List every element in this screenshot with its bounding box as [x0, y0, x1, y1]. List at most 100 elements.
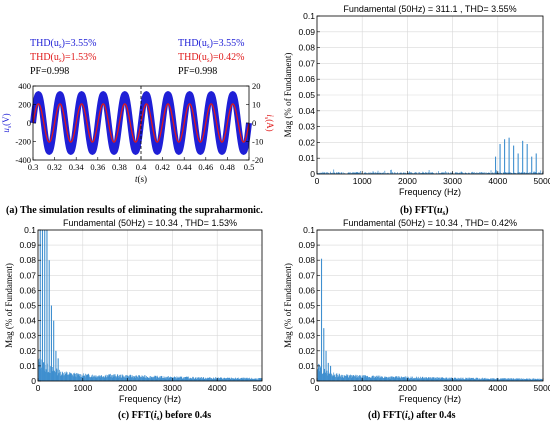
x-tick-label-a: 0.48 [220, 162, 235, 172]
fft-y-tick-label: 0.02 [298, 346, 315, 356]
thd-i-before: THD(us)=1.53% [30, 52, 96, 64]
yl-tick-label-a: 400 [18, 81, 31, 91]
yr-tick-label-a: -10 [252, 137, 263, 147]
fft-y-tick-label: 0.03 [298, 122, 315, 132]
fft-x-tick-label: 1000 [73, 383, 92, 393]
fft-x-tick-label: 2000 [398, 383, 417, 393]
fft-x-tick-label: 3000 [443, 383, 462, 393]
fft-y-tick-label: 0.09 [19, 240, 36, 250]
x-tick-label-a: 0.46 [198, 162, 213, 172]
fft-y-tick-label: 0.07 [298, 58, 315, 68]
yr-tick-label-a: 20 [252, 81, 261, 91]
fft-xlabel: Frequency (Hz) [119, 394, 181, 404]
yl-tick-label-a: -200 [15, 137, 31, 147]
fft-y-tick-label: 0.06 [298, 285, 315, 295]
fft-y-tick-label: 0.08 [298, 43, 315, 53]
yr-tick-label-a: 0 [252, 118, 256, 128]
fft-y-tick-label: 0.01 [298, 153, 315, 163]
panel-d-plot: 0 1000 2000 3000 4000 5000 0 0.01 0.02 0.03 0.04 0.… [283, 218, 550, 404]
fft-y-tick-label: 0.09 [298, 240, 315, 250]
fft-y-tick-label: 0.05 [298, 90, 315, 100]
pf-after: PF=0.998 [178, 66, 217, 77]
caption-b: (b) FFT(us) [400, 205, 449, 217]
pf-before: PF=0.998 [30, 66, 69, 77]
fft-x-tick-label: 4000 [488, 383, 507, 393]
thd-i-after: THD(us)=0.42% [178, 52, 244, 64]
fft-y-tick-label: 0 [310, 376, 315, 386]
fft-x-tick-label: 4000 [488, 176, 507, 186]
fft-x-tick-label: 0 [36, 383, 41, 393]
fft-xlabel: Frequency (Hz) [399, 394, 461, 404]
fft-x-tick-label: 2000 [398, 176, 417, 186]
fft-y-tick-label: 0.07 [298, 270, 315, 280]
fft-y-tick-label: 0.06 [19, 285, 36, 295]
fft-y-tick-label: 0.04 [298, 316, 315, 326]
fft-ylabel: Mag (% of Fundament) [283, 53, 293, 138]
fft-y-tick-label: 0.04 [298, 106, 315, 116]
fft-y-tick-label: 0.03 [19, 331, 36, 341]
fft-xlabel: Frequency (Hz) [399, 187, 461, 197]
fft-x-tick-label: 0 [315, 176, 320, 186]
fft-x-tick-label: 5000 [534, 383, 550, 393]
fft-x-tick-label: 1000 [353, 176, 372, 186]
x-tick-label-a: 0.3 [28, 162, 39, 172]
fft-ylabel: Mag (% of Fundament) [283, 263, 293, 348]
fft-x-tick-label: 1000 [353, 383, 372, 393]
fft-x-tick-label: 0 [315, 383, 320, 393]
fft-y-tick-label: 0.09 [298, 27, 315, 37]
x-tick-label-a: 0.42 [155, 162, 170, 172]
x-tick-label-a: 0.5 [244, 162, 255, 172]
caption-d: (d) FFT(is) after 0.4s [368, 410, 456, 422]
panel-a-annotations: THD(us)=3.55% THD(us)=1.53% PF=0.998 THD… [30, 38, 244, 77]
caption-c: (c) FFT(is) before 0.4s [118, 410, 211, 422]
ylabel-left-a: us(V) [1, 113, 13, 132]
fft-title: Fundamental (50Hz) = 10.34 , THD= 1.53% [63, 218, 237, 228]
thd-u-before: THD(us)=3.55% [30, 38, 96, 50]
yl-tick-label-a: 200 [18, 100, 31, 110]
yr-tick-label-a: 10 [252, 100, 261, 110]
fft-y-tick-label: 0.01 [19, 361, 36, 371]
fft-y-tick-label: 0.1 [24, 225, 36, 235]
fft-y-tick-label: 0.02 [19, 346, 36, 356]
fft-y-tick-label: 0.05 [19, 301, 36, 311]
xlabel-a: t(s) [135, 174, 147, 184]
fft-y-tick-label: 0.07 [19, 270, 36, 280]
thd-u-after: THD(us)=3.55% [178, 38, 244, 50]
panel-b-plot: 0 1000 2000 3000 4000 5000 0 0.01 0.02 0.03 0.04 0.… [283, 4, 550, 197]
yl-tick-label-a: -400 [15, 155, 31, 165]
fft-x-tick-label: 2000 [118, 383, 137, 393]
fft-y-tick-label: 0.1 [303, 225, 315, 235]
fft-y-tick-label: 0.02 [298, 137, 315, 147]
x-tick-label-a: 0.38 [112, 162, 127, 172]
ylabel-right-a: is(A) [263, 114, 275, 131]
fft-title: Fundamental (50Hz) = 311.1 , THD= 3.55% [343, 4, 516, 14]
fft-y-tick-label: 0.08 [19, 255, 36, 265]
x-tick-label-a: 0.34 [69, 162, 85, 172]
fft-y-tick-label: 0.1 [303, 11, 315, 21]
x-tick-label-a: 0.36 [90, 162, 105, 172]
fft-y-tick-label: 0.03 [298, 331, 315, 341]
fft-y-tick-label: 0.05 [298, 301, 315, 311]
panel-a-plot: 0.3 0.32 0.34 0.36 0.38 0.4 0.42 0.44 0.46 0.48 0.… [1, 81, 275, 184]
panel-c-plot: 0 1000 2000 3000 4000 5000 0 0.01 0.02 0.03 0.04 0.… [4, 218, 272, 404]
x-tick-label-a: 0.4 [136, 162, 147, 172]
fft-y-tick-label: 0.06 [298, 74, 315, 84]
x-tick-label-a: 0.32 [47, 162, 62, 172]
fft-x-tick-label: 3000 [443, 176, 462, 186]
fft-x-tick-label: 4000 [208, 383, 227, 393]
fft-title: Fundamental (50Hz) = 10.34 , THD= 0.42% [343, 218, 517, 228]
fft-ylabel: Mag (% of Fundament) [4, 263, 14, 348]
fft-y-tick-label: 0.08 [298, 255, 315, 265]
fft-x-tick-label: 3000 [163, 383, 182, 393]
yl-tick-label-a: 0 [27, 118, 31, 128]
yr-tick-label-a: -20 [252, 155, 263, 165]
fft-x-tick-label: 5000 [253, 383, 272, 393]
fft-x-tick-label: 5000 [534, 176, 550, 186]
fft-y-tick-label: 0.01 [298, 361, 315, 371]
fft-y-tick-label: 0 [31, 376, 36, 386]
x-tick-label-a: 0.44 [177, 162, 193, 172]
caption-a: (a) The simulation results of eliminatin… [6, 205, 263, 216]
fft-y-tick-label: 0.04 [19, 316, 36, 326]
fft-y-tick-label: 0 [310, 169, 315, 179]
